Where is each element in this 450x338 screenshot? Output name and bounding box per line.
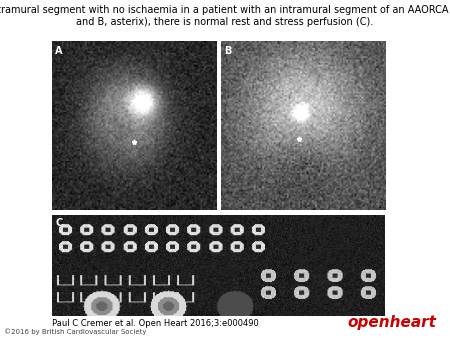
Text: openheart: openheart [347, 315, 436, 330]
Text: B: B [224, 46, 231, 56]
Text: Paul C Cremer et al. Open Heart 2016;3:e000490: Paul C Cremer et al. Open Heart 2016;3:e… [52, 319, 258, 329]
Text: C: C [55, 218, 63, 228]
Text: Intramural segment with no ischaemia in a patient with an intramural segment of : Intramural segment with no ischaemia in … [0, 5, 450, 27]
Text: A: A [55, 46, 63, 56]
Text: ©2016 by British Cardiovascular Society: ©2016 by British Cardiovascular Society [4, 329, 147, 335]
